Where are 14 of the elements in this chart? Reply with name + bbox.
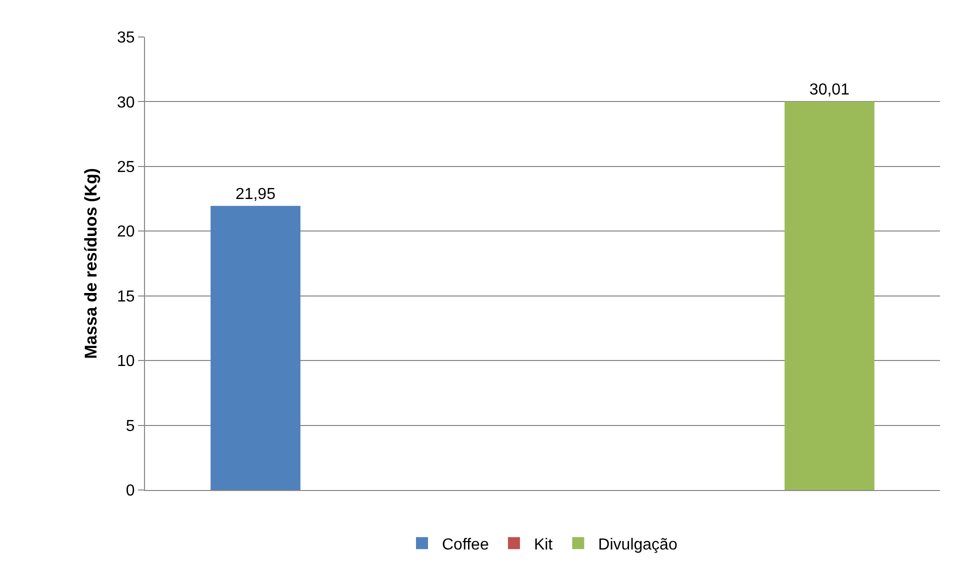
legend-label: Coffee (442, 536, 489, 554)
legend-label: Kit (534, 536, 554, 554)
y-tick-label: 30 (117, 94, 135, 112)
y-tick-label: 25 (117, 159, 135, 176)
y-axis-title: Massa de resíduos (Kg) (82, 168, 101, 359)
y-tick-label: 20 (117, 224, 135, 241)
data-label: 30,01 (809, 82, 850, 99)
y-tick-label: 5 (126, 418, 135, 435)
data-label: 21,95 (235, 186, 276, 203)
y-tick-label: 15 (117, 288, 135, 306)
y-tick-label: 35 (117, 30, 135, 47)
y-tick-label: 0 (126, 482, 135, 500)
legend-label: Divulgação (598, 536, 678, 554)
y-tick-label: 10 (117, 353, 135, 370)
